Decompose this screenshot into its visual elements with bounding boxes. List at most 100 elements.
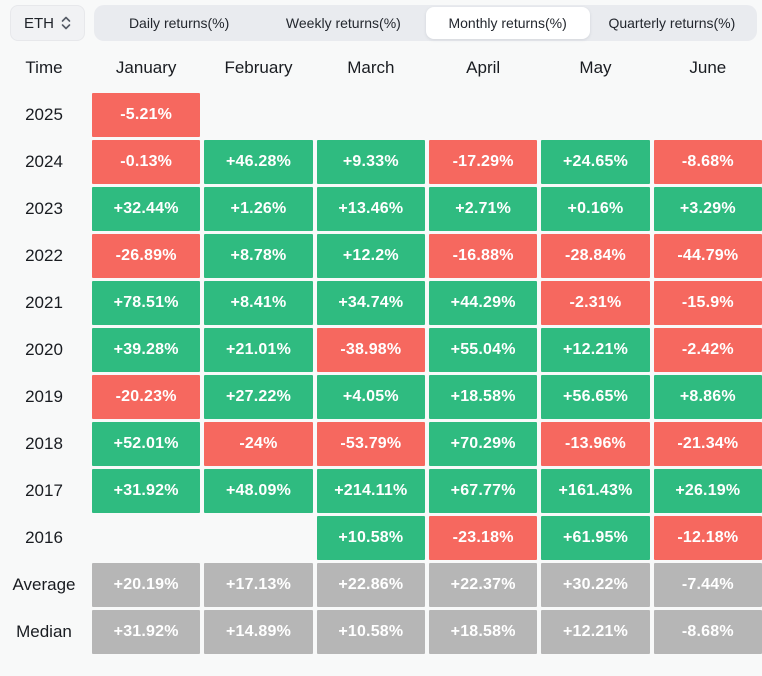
return-cell: -15.9% [653, 281, 762, 325]
return-cell: -44.79% [653, 234, 762, 278]
return-cell: +214.11% [316, 469, 425, 513]
column-header-january: January [115, 58, 177, 77]
return-cell: -12.18% [653, 516, 762, 560]
return-cell: +27.22% [204, 375, 313, 419]
return-cell: +44.29% [429, 281, 538, 325]
up-down-chevron-icon [61, 16, 71, 30]
returns-table: Time January February March April May June 2025… [0, 46, 762, 654]
row-label-2021: 2021 [25, 293, 63, 312]
return-cell: +61.95% [541, 516, 650, 560]
column-header-april: April [466, 58, 501, 77]
row-label-2018: 2018 [25, 434, 63, 453]
return-cell: +46.28% [204, 140, 313, 184]
return-cell: -17.29% [429, 140, 538, 184]
row-label-median: Median [16, 622, 72, 641]
row-label-2017: 2017 [25, 481, 63, 500]
return-cell: +39.28% [92, 328, 201, 372]
column-header-may: May [579, 58, 612, 77]
return-cell: -26.89% [92, 234, 201, 278]
return-cell: +31.92% [92, 469, 201, 513]
return-cell-empty [541, 93, 649, 137]
row-label-average: Average [12, 575, 76, 594]
return-cell: -53.79% [316, 422, 425, 466]
return-cell: +10.58% [316, 610, 425, 654]
toolbar: ETH Daily returns(%) Weekly returns(%) Mon… [10, 5, 757, 41]
return-cell: +55.04% [429, 328, 538, 372]
return-cell: +10.58% [316, 516, 425, 560]
returns-period-tabs: Daily returns(%) Weekly returns(%) Monthly… [94, 5, 757, 41]
return-cell: -5.21% [92, 93, 201, 137]
return-cell: +3.29% [653, 187, 762, 231]
return-cell: -20.23% [92, 375, 201, 419]
return-cell: +26.19% [653, 469, 762, 513]
return-cell: +17.13% [204, 563, 313, 607]
coin-selector-label: ETH [24, 14, 54, 32]
column-header-june: June [689, 58, 727, 77]
return-cell: +8.41% [204, 281, 313, 325]
tab-weekly-returns[interactable]: Weekly returns(%) [285, 15, 401, 31]
return-cell-empty [429, 93, 537, 137]
return-cell: +56.65% [541, 375, 650, 419]
return-cell: +161.43% [541, 469, 650, 513]
row-label-2019: 2019 [25, 387, 63, 406]
row-label-2023: 2023 [25, 199, 63, 218]
return-cell: -23.18% [429, 516, 538, 560]
return-cell: -8.68% [653, 140, 762, 184]
return-cell: +22.37% [429, 563, 538, 607]
return-cell: +21.01% [204, 328, 313, 372]
return-cell: +13.46% [316, 187, 425, 231]
return-cell: +1.26% [204, 187, 313, 231]
return-cell: +32.44% [92, 187, 201, 231]
return-cell: +12.21% [541, 610, 650, 654]
return-cell: +18.58% [429, 610, 538, 654]
return-cell: +0.16% [541, 187, 650, 231]
row-label-2022: 2022 [25, 246, 63, 265]
return-cell: +34.74% [316, 281, 425, 325]
return-cell: +12.21% [541, 328, 650, 372]
return-cell: -2.42% [653, 328, 762, 372]
return-cell: +8.78% [204, 234, 313, 278]
coin-selector[interactable]: ETH [10, 5, 85, 41]
return-cell: +78.51% [92, 281, 201, 325]
return-cell: -13.96% [541, 422, 650, 466]
tab-quarterly-returns[interactable]: Quarterly returns(%) [608, 15, 736, 31]
tab-daily-returns[interactable]: Daily returns(%) [128, 15, 230, 31]
return-cell: +4.05% [316, 375, 425, 419]
return-cell: -0.13% [92, 140, 201, 184]
return-cell: +24.65% [541, 140, 650, 184]
row-label-2016: 2016 [25, 528, 63, 547]
return-cell: -7.44% [653, 563, 762, 607]
return-cell-empty [204, 516, 312, 560]
return-cell: +30.22% [541, 563, 650, 607]
return-cell: +8.86% [653, 375, 762, 419]
row-label-2025: 2025 [25, 105, 63, 124]
return-cell: +31.92% [92, 610, 201, 654]
return-cell: +48.09% [204, 469, 313, 513]
return-cell: -8.68% [653, 610, 762, 654]
return-cell: +52.01% [92, 422, 201, 466]
return-cell-empty [317, 93, 425, 137]
return-cell: -28.84% [541, 234, 650, 278]
return-cell: -16.88% [429, 234, 538, 278]
return-cell: +70.29% [429, 422, 538, 466]
column-header-march: March [347, 58, 395, 77]
return-cell: -38.98% [316, 328, 425, 372]
return-cell: -2.31% [541, 281, 650, 325]
row-label-2024: 2024 [25, 152, 63, 171]
return-cell: +9.33% [316, 140, 425, 184]
row-label-2020: 2020 [25, 340, 63, 359]
return-cell: +12.2% [316, 234, 425, 278]
column-header-february: February [224, 58, 293, 77]
return-cell: -24% [204, 422, 313, 466]
return-cell: +22.86% [316, 563, 425, 607]
tab-monthly-returns[interactable]: Monthly returns(%) [425, 7, 590, 39]
return-cell: +14.89% [204, 610, 313, 654]
column-header-time: Time [25, 58, 63, 77]
return-cell-empty [92, 516, 200, 560]
return-cell: +20.19% [92, 563, 201, 607]
return-cell-empty [204, 93, 312, 137]
return-cell: +18.58% [429, 375, 538, 419]
return-cell: -21.34% [653, 422, 762, 466]
return-cell: +2.71% [429, 187, 538, 231]
